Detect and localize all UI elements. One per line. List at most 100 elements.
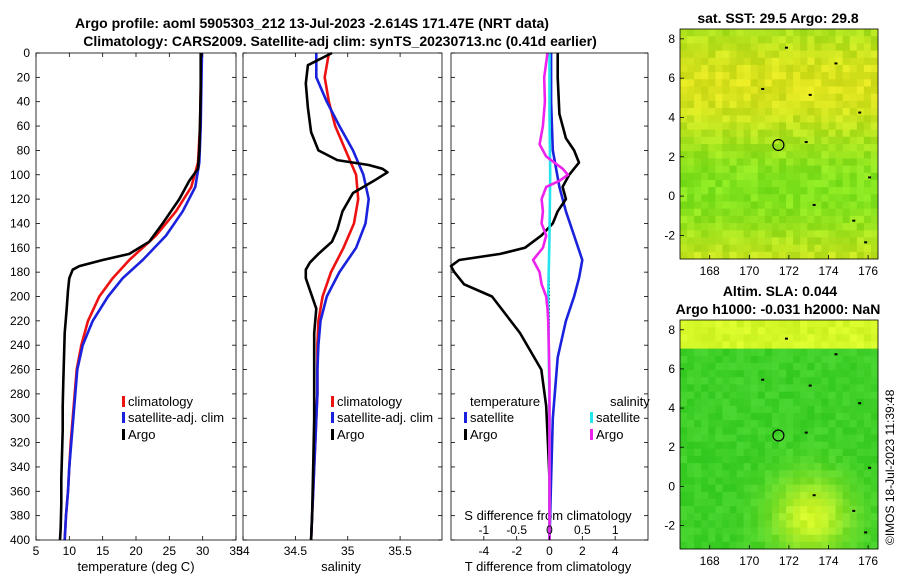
- sat_sst_map-cell: [680, 208, 688, 217]
- sat_sst_map-cell: [736, 108, 745, 116]
- altim_sla_map-cell: [821, 327, 829, 335]
- sat_sst_map-cell: [786, 151, 794, 159]
- sat_sst_map-cell: [849, 151, 858, 159]
- altim_sla_map-cell: [701, 391, 709, 400]
- altim_sla_map-cell: [828, 491, 836, 500]
- altim_sla_map-cell: [870, 398, 879, 407]
- sat_sst_map-cell: [807, 237, 815, 245]
- altim_sla_map-cell: [821, 534, 829, 543]
- sat_sst_map-cell: [750, 79, 759, 87]
- sat_sst_map-cell: [828, 208, 836, 217]
- sat_sst_map-cell: [856, 79, 865, 87]
- altim_sla_map-cell: [849, 348, 858, 357]
- altim_sla_map-cell: [750, 334, 759, 342]
- sat_sst_map-cell: [842, 72, 851, 80]
- sat_sst_map-cell: [849, 129, 858, 138]
- sat_sst_map-cell: [771, 64, 780, 73]
- altim_sla_map-cell: [722, 463, 730, 471]
- sat_sst_map-cell: [821, 244, 829, 253]
- sal-xlabel: salinity: [321, 559, 361, 574]
- sat_sst_map-cell: [708, 215, 716, 224]
- sat_sst_map-cell: [750, 115, 759, 123]
- sat_sst_map-cell: [807, 93, 815, 102]
- altim_sla_map-cell: [736, 334, 745, 342]
- sat_sst_map-cell: [708, 165, 716, 174]
- sat_sst_map-cell: [750, 172, 759, 181]
- sat_sst_map-cell: [849, 100, 858, 109]
- altim_sla_map-cell: [835, 348, 844, 357]
- sat_sst_map-cell: [694, 201, 702, 210]
- altim_sla_map-cell: [750, 491, 759, 500]
- altim_sla_map-cell: [835, 384, 844, 392]
- sat_sst_map-cell: [814, 165, 822, 174]
- sat_sst_map-cell: [694, 144, 702, 152]
- sat_sst_map-cell: [870, 201, 879, 210]
- sat_sst_map-cell: [870, 230, 879, 238]
- sat_sst_map-cell: [743, 29, 752, 37]
- sat_sst_map-cell: [807, 57, 815, 66]
- altim_sla_map-cell: [701, 334, 709, 342]
- altim_sla_map-cell: [849, 377, 858, 385]
- sat_sst_map-cell: [863, 115, 872, 123]
- sat_sst_map-cell: [807, 108, 815, 116]
- sat_sst_map-cell: [771, 72, 780, 80]
- sat_sst_map-cell: [835, 215, 844, 224]
- legend-swatch-layer: [122, 396, 593, 440]
- salinity-series-climatology: [309, 52, 360, 541]
- sat_sst_map-cell: [821, 43, 829, 51]
- sat_sst_map-cell: [701, 100, 709, 109]
- altim_sla_map-cell: [786, 355, 794, 364]
- altim_sla_map-cell: [708, 362, 716, 371]
- sat_sst_map-cell: [856, 100, 865, 109]
- sat_sst_map-cell: [771, 129, 780, 138]
- sat_sst_map-cell: [680, 136, 688, 145]
- salinity-frame: [242, 52, 443, 541]
- sat_sst_map-cell: [814, 43, 822, 51]
- altim_sla_map-cell: [764, 362, 773, 371]
- sat_sst_map-cell: [757, 64, 766, 73]
- depth-tick-label: 100: [10, 168, 30, 182]
- sat_sst_map-cell: [729, 115, 737, 123]
- sat_sst_map-cell: [771, 79, 780, 87]
- sat_sst_map-cell: [715, 43, 723, 51]
- sat_sst_map-cell: [715, 194, 723, 202]
- altim_sla_map-cell: [835, 391, 844, 400]
- altim_sla_map-cell: [750, 506, 759, 514]
- sat_sst_map-cell: [814, 179, 822, 188]
- sat_sst_map-cell: [821, 237, 829, 245]
- sat_sst_map-cell: [814, 158, 822, 166]
- sat_sst_map-cell: [842, 179, 851, 188]
- altim_sla_map-cell: [842, 477, 851, 485]
- altim_sla_map-cell: [757, 341, 766, 350]
- sat_sst_map-ytick-label: -2: [664, 228, 675, 242]
- altim_sla_map-cell: [750, 513, 759, 521]
- sat_sst_map-cell: [757, 144, 766, 152]
- sat_sst_map-cell: [701, 64, 709, 73]
- sat_sst_map-cell: [856, 43, 865, 51]
- sat_sst_map-cell: [701, 201, 709, 210]
- sat_sst_map-cell: [828, 122, 836, 130]
- altim_sla_map-cell: [680, 427, 688, 435]
- altim_sla_map-cell: [680, 355, 688, 364]
- sat_sst_map-cell: [729, 151, 737, 159]
- altim_sla_map-cell: [786, 427, 794, 435]
- altim_sla_map-cell: [715, 463, 723, 471]
- sat_sst_map-cell: [779, 208, 787, 217]
- altim_sla_map-cell: [828, 355, 836, 364]
- sat_sst_map-cell: [715, 57, 723, 66]
- sat_sst_map-cell: [715, 244, 723, 253]
- altim_sla_map-cell: [743, 420, 752, 428]
- sat_sst_map-cell: [870, 158, 879, 166]
- sat_sst_map-cell: [842, 144, 851, 152]
- sat_sst_map-cell: [764, 230, 773, 238]
- altim_sla_map-cell: [870, 348, 879, 357]
- altim_sla_map-cell: [800, 520, 808, 528]
- altim_sla_map-cell: [750, 320, 759, 328]
- altim_sla_map-cell: [821, 513, 829, 521]
- depth-tick-label: 400: [10, 533, 30, 547]
- altim_sla_map-cell: [814, 362, 822, 371]
- altim_sla_map-cell: [757, 427, 766, 435]
- altim_sla_map-cell: [842, 434, 851, 443]
- altim_sla_map-cell: [743, 470, 752, 478]
- altim_sla_map-cell: [743, 456, 752, 464]
